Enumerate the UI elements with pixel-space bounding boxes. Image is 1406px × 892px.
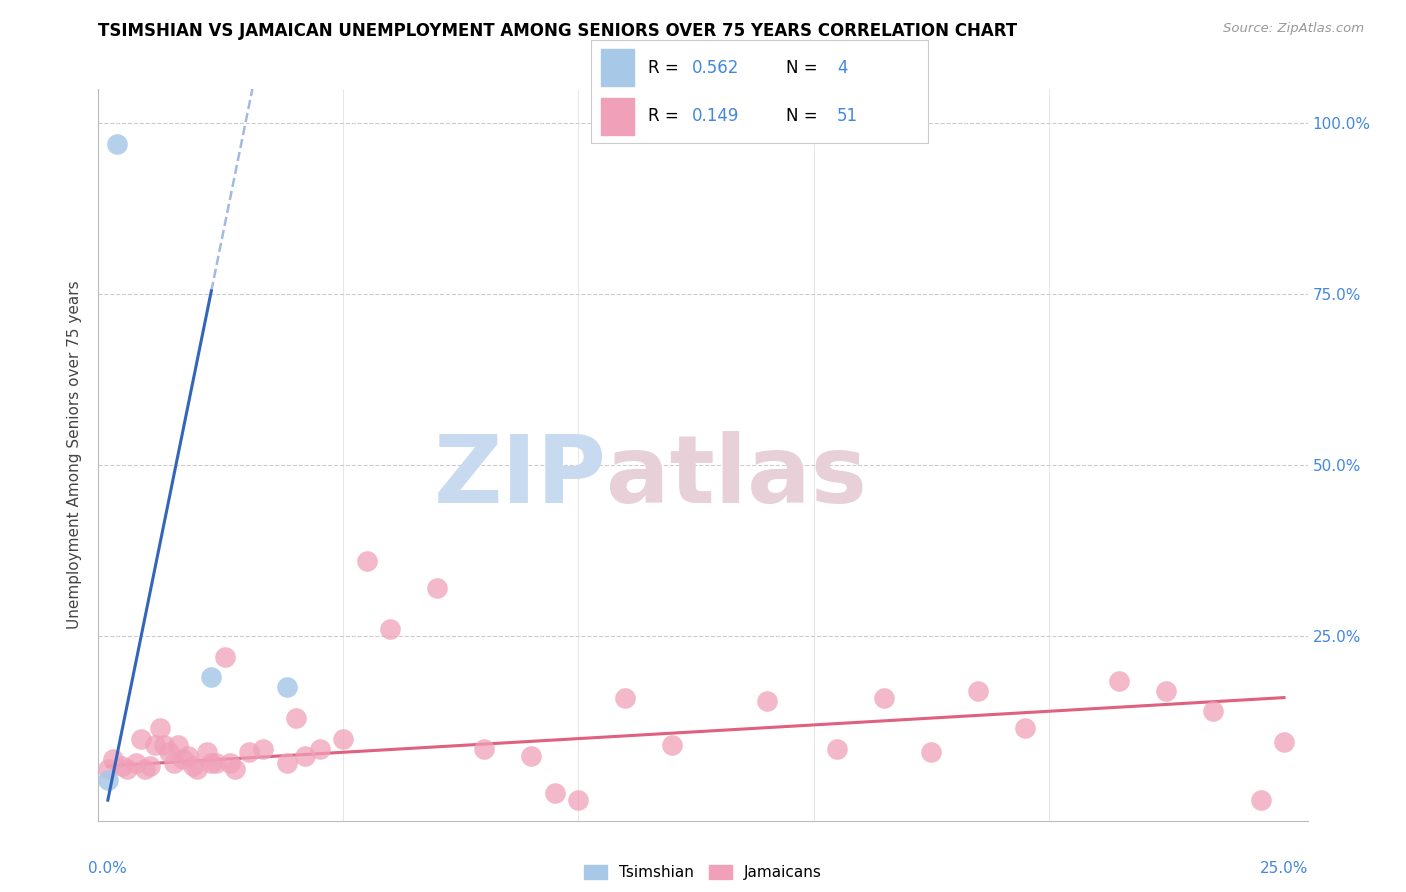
Point bbox=[195, 745, 218, 759]
Text: N =: N = bbox=[786, 59, 823, 77]
Text: 0.149: 0.149 bbox=[692, 107, 740, 125]
Point bbox=[661, 739, 683, 753]
Text: Source: ZipAtlas.com: Source: ZipAtlas.com bbox=[1223, 22, 1364, 36]
Point bbox=[544, 786, 567, 800]
Point bbox=[111, 759, 134, 773]
Point bbox=[276, 681, 298, 695]
FancyBboxPatch shape bbox=[600, 97, 634, 135]
Point bbox=[97, 772, 120, 787]
Text: TSIMSHIAN VS JAMAICAN UNEMPLOYMENT AMONG SENIORS OVER 75 YEARS CORRELATION CHART: TSIMSHIAN VS JAMAICAN UNEMPLOYMENT AMONG… bbox=[98, 22, 1018, 40]
Y-axis label: Unemployment Among Seniors over 75 years: Unemployment Among Seniors over 75 years bbox=[67, 281, 83, 629]
Text: R =: R = bbox=[648, 59, 683, 77]
Legend: Tsimshian, Jamaicans: Tsimshian, Jamaicans bbox=[578, 859, 828, 886]
Point bbox=[520, 748, 543, 763]
Text: N =: N = bbox=[786, 107, 823, 125]
Point bbox=[149, 722, 172, 736]
Point bbox=[115, 763, 138, 777]
Point bbox=[139, 759, 162, 773]
Point bbox=[219, 756, 242, 770]
Point bbox=[755, 694, 778, 708]
Point bbox=[134, 763, 156, 777]
Point bbox=[181, 759, 204, 773]
Point bbox=[238, 745, 260, 759]
Point bbox=[97, 763, 120, 777]
Point bbox=[129, 731, 152, 746]
Text: 0.562: 0.562 bbox=[692, 59, 740, 77]
Point bbox=[101, 752, 124, 766]
Point bbox=[200, 756, 222, 770]
Point bbox=[294, 748, 316, 763]
Text: 4: 4 bbox=[837, 59, 848, 77]
Point bbox=[285, 711, 308, 725]
Point bbox=[920, 745, 942, 759]
Text: 51: 51 bbox=[837, 107, 858, 125]
Text: atlas: atlas bbox=[606, 431, 868, 523]
Point bbox=[186, 763, 208, 777]
Point bbox=[1272, 735, 1295, 749]
FancyBboxPatch shape bbox=[600, 49, 634, 87]
Point bbox=[125, 756, 148, 770]
Point bbox=[614, 690, 637, 705]
Point bbox=[276, 756, 298, 770]
Text: 0.0%: 0.0% bbox=[89, 861, 127, 876]
Point bbox=[224, 763, 246, 777]
Point bbox=[1250, 793, 1272, 807]
Point bbox=[873, 690, 896, 705]
Point bbox=[356, 554, 378, 568]
Text: 25.0%: 25.0% bbox=[1260, 861, 1308, 876]
Point bbox=[153, 739, 176, 753]
Point bbox=[214, 649, 236, 664]
Point bbox=[252, 742, 274, 756]
Point bbox=[157, 745, 180, 759]
Point bbox=[200, 670, 222, 684]
Point bbox=[167, 739, 190, 753]
Point bbox=[308, 742, 330, 756]
Point bbox=[332, 731, 354, 746]
Point bbox=[177, 748, 200, 763]
Text: ZIP: ZIP bbox=[433, 431, 606, 523]
Point bbox=[1202, 704, 1225, 718]
Point bbox=[1014, 722, 1036, 736]
Point bbox=[378, 622, 401, 636]
Point bbox=[967, 683, 990, 698]
Point bbox=[143, 739, 166, 753]
Point bbox=[172, 752, 194, 766]
Point bbox=[105, 136, 128, 151]
Text: R =: R = bbox=[648, 107, 683, 125]
Point bbox=[426, 581, 449, 595]
Point bbox=[825, 742, 848, 756]
Point bbox=[1156, 683, 1178, 698]
Point bbox=[163, 756, 186, 770]
Point bbox=[1108, 673, 1130, 688]
Point bbox=[205, 756, 228, 770]
Point bbox=[472, 742, 495, 756]
Point bbox=[567, 793, 589, 807]
